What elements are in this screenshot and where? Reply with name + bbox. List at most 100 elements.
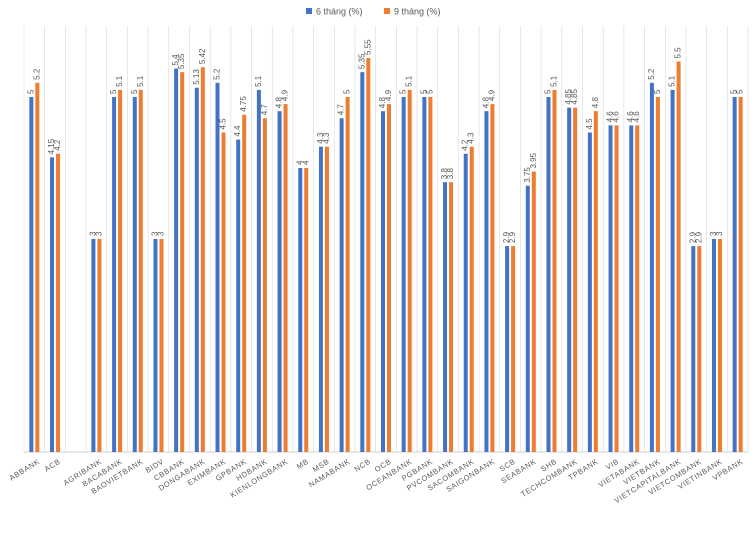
bar-vib-9-thang	[614, 125, 619, 453]
data-label-ncb-6-thang: 5.35	[357, 53, 366, 69]
bar-kienlongbank-9-thang	[283, 104, 288, 452]
legend-swatch-6-thang	[306, 8, 312, 14]
grid-lines	[23, 26, 749, 453]
data-label-msb-6-thang: 4.3	[316, 132, 325, 144]
bar-agribank-6-thang	[91, 239, 96, 452]
legend: 6 tháng (%) 9 tháng (%)	[306, 7, 441, 17]
bar-ncb-6-thang	[360, 72, 365, 453]
data-label-cbbank-6-thang: 5.4	[171, 54, 180, 66]
data-label-pvcombank-6-thang: 3.8	[440, 168, 449, 180]
data-label-dongabank-6-thang: 5.13	[192, 69, 201, 85]
bar-scb-6-thang	[505, 246, 510, 452]
data-label-pgbank-9-thang: 5	[425, 89, 434, 94]
tick-label-mb: MB	[295, 457, 310, 471]
bar-kienlongbank-6-thang	[277, 111, 282, 452]
bar-hdbank-6-thang	[256, 89, 261, 453]
data-label-tpbank-6-thang: 4.5	[585, 118, 594, 130]
data-label-abbank-6-thang: 5	[26, 89, 35, 94]
bar-tpbank-9-thang	[593, 111, 598, 452]
bar-vietcombank-9-thang	[697, 246, 702, 452]
bar-vpbank-9-thang	[738, 97, 743, 452]
legend-label-9-thang: 9 tháng (%)	[394, 7, 441, 17]
bar-bidv-9-thang	[159, 239, 164, 452]
bar-shb-6-thang	[546, 97, 551, 452]
bar-bidv-6-thang	[153, 239, 158, 452]
data-label-baovietbank-6-thang: 5	[130, 89, 139, 94]
bar-vpbank-6-thang	[732, 97, 737, 452]
data-label-vietbank-6-thang: 5.2	[647, 68, 656, 80]
data-label-techcombank-9-thang: 4.85	[570, 89, 579, 105]
data-label-pvcombank-9-thang: 3.8	[446, 168, 455, 180]
data-label-vietbank-9-thang: 5	[653, 89, 662, 94]
data-label-oceanbank-9-thang: 5.1	[405, 75, 414, 87]
bar-abbank-6-thang	[29, 97, 34, 452]
bar-vietinbank-6-thang	[711, 239, 716, 452]
data-label-gpbank-9-thang: 4.75	[239, 96, 248, 112]
bar-mb-6-thang	[298, 168, 303, 452]
bar-mb-9-thang	[304, 168, 309, 452]
data-label-agribank-9-thang: 3	[94, 231, 103, 236]
bar-baovietbank-6-thang	[132, 97, 137, 452]
bars	[29, 57, 743, 453]
data-label-mb-6-thang: 4	[295, 160, 304, 165]
bar-techcombank-9-thang	[573, 107, 578, 453]
bar-saigonbank-9-thang	[490, 104, 495, 452]
data-label-vpbank-9-thang: 5	[736, 89, 745, 94]
bar-vietbank-6-thang	[649, 82, 654, 453]
data-label-mb-9-thang: 4	[301, 160, 310, 165]
bar-dongabank-6-thang	[194, 87, 199, 453]
data-label-gpbank-6-thang: 4.4	[233, 125, 242, 137]
data-label-scb-6-thang: 2.9	[502, 231, 511, 243]
tick-label-namabank: NAMABANK	[307, 457, 352, 489]
legend-swatch-9-thang	[384, 8, 390, 14]
data-label-vietabank-9-thang: 4.6	[632, 111, 641, 123]
data-label-hdbank-9-thang: 4.7	[260, 104, 269, 116]
bar-ncb-9-thang	[366, 57, 371, 452]
bar-pgbank-9-thang	[428, 97, 433, 452]
data-labels: 55.24.154.23355.155.1335.45.355.135.425.…	[26, 39, 744, 243]
data-label-saigonbank-6-thang: 4.8	[481, 97, 490, 109]
bar-saigonbank-6-thang	[484, 111, 489, 452]
data-label-acb-6-thang: 4.15	[47, 138, 56, 154]
data-label-vietcombank-9-thang: 2.9	[694, 231, 703, 243]
bar-gpbank-6-thang	[236, 139, 241, 452]
data-label-sacombank-9-thang: 4.3	[467, 132, 476, 144]
data-label-eximbank-9-thang: 4.5	[219, 118, 228, 130]
data-label-ocb-6-thang: 4.8	[378, 97, 387, 109]
data-label-vib-6-thang: 4.6	[606, 111, 615, 123]
bar-msb-6-thang	[318, 146, 323, 452]
data-label-vietcapitalbank-9-thang: 5.5	[674, 47, 683, 59]
data-label-kienlongbank-6-thang: 4.8	[275, 97, 284, 109]
bar-sacombank-9-thang	[469, 146, 474, 452]
data-label-ocb-9-thang: 4.9	[384, 89, 393, 101]
bar-pvcombank-6-thang	[443, 182, 448, 452]
data-label-saigonbank-9-thang: 4.9	[487, 89, 496, 101]
bar-dongabank-9-thang	[200, 67, 205, 453]
data-label-acb-9-thang: 4.2	[53, 139, 62, 151]
bar-seabank-6-thang	[525, 185, 530, 452]
bar-eximbank-9-thang	[221, 132, 226, 452]
data-label-ncb-9-thang: 5.55	[363, 39, 372, 55]
data-label-shb-9-thang: 5.1	[549, 75, 558, 87]
data-label-cbbank-9-thang: 5.35	[177, 53, 186, 69]
data-label-pgbank-6-thang: 5	[419, 89, 428, 94]
data-label-vietabank-6-thang: 4.6	[626, 111, 635, 123]
tick-label-acb: ACB	[43, 457, 62, 474]
data-label-seabank-9-thang: 3.95	[529, 152, 538, 168]
bar-sacombank-6-thang	[463, 153, 468, 453]
bar-pgbank-6-thang	[422, 97, 427, 452]
data-label-vietinbank-6-thang: 3	[709, 231, 718, 236]
data-label-namabank-9-thang: 5	[343, 89, 352, 94]
data-label-techcombank-6-thang: 4.85	[564, 89, 573, 105]
bar-ocb-9-thang	[387, 104, 391, 452]
data-label-vietcapitalbank-6-thang: 5.1	[668, 75, 677, 87]
legend-label-6-thang: 6 tháng (%)	[316, 7, 363, 17]
data-label-bacabank-9-thang: 5.1	[115, 75, 124, 87]
data-label-abbank-9-thang: 5.2	[32, 68, 41, 80]
data-label-baovietbank-9-thang: 5.1	[136, 75, 145, 87]
data-label-namabank-6-thang: 4.7	[337, 104, 346, 116]
bar-msb-9-thang	[324, 146, 329, 452]
data-label-scb-9-thang: 2.9	[508, 231, 517, 243]
